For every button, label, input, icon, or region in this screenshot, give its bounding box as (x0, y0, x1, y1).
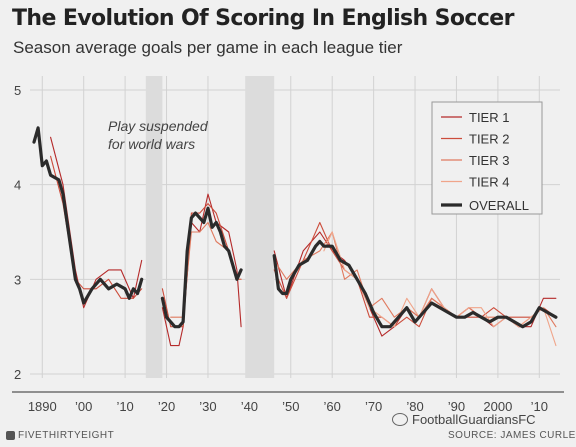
x-tick-label: ’50 (282, 399, 299, 414)
x-tick-label: ’20 (158, 399, 175, 414)
brand-name: FIVETHIRTYEIGHT (18, 430, 115, 441)
legend-label: TIER 1 (469, 110, 509, 125)
x-tick-label: ’10 (116, 399, 133, 414)
legend-label: TIER 3 (469, 153, 509, 168)
x-tick-label: ’30 (199, 399, 216, 414)
chart-subtitle: Season average goals per game in each le… (13, 38, 403, 57)
series-line-tier-1 (161, 193, 242, 347)
chart-title: The Evolution Of Scoring In English Socc… (12, 6, 514, 31)
series-line-tier-4 (323, 231, 557, 347)
y-tick-label: 4 (14, 178, 21, 193)
brand-footer: FIVETHIRTYEIGHT (6, 430, 114, 441)
annotation-line-1: Play suspended (108, 118, 209, 134)
series-lines (32, 126, 558, 347)
x-tick-label: ’70 (365, 399, 382, 414)
axes: 2 3 4 5 1890 ’00 ’10 ’20 ’30 ’40 ’50 ’60 ’70 ’80 ’90 20… (12, 83, 564, 414)
x-tick-label: 1890 (28, 399, 57, 414)
watermark-text: FootballGuardiansFC (412, 412, 536, 427)
war-period-shade (145, 76, 163, 378)
legend-label: OVERALL (469, 198, 529, 213)
watermark: FootballGuardiansFC (392, 412, 536, 427)
x-tick-label: ’10 (531, 399, 548, 414)
y-tick-label: 3 (14, 272, 21, 287)
y-tick-label: 2 (14, 367, 21, 382)
series-line-overall (32, 126, 144, 305)
x-tick-label: ’80 (406, 399, 423, 414)
x-tick-label: 2000 (483, 399, 512, 414)
legend-label: TIER 2 (469, 132, 509, 147)
series-line-overall (272, 239, 558, 329)
x-tick-label: ’00 (75, 399, 92, 414)
series-line-tier-2 (50, 155, 143, 299)
series-line-overall (160, 206, 243, 329)
annotation-line-2: for world wars (108, 136, 195, 152)
war-shading (145, 76, 275, 378)
x-tick-label: ’90 (448, 399, 465, 414)
y-tick-label: 5 (14, 83, 21, 98)
war-period-shade (245, 76, 275, 378)
annotation: Play suspended for world wars (108, 118, 209, 152)
fivethirtyeight-logo-icon (6, 431, 15, 440)
x-tick-label: ’40 (241, 399, 258, 414)
source-label: SOURCE: JAMES CURLEY (448, 430, 576, 441)
wechat-icon (392, 413, 408, 426)
series-line-tier-3 (170, 221, 242, 318)
legend: TIER 1 TIER 2 TIER 3 TIER 4 OVERALL (431, 101, 543, 215)
legend-label: TIER 4 (469, 175, 509, 190)
x-tick-label: ’60 (324, 399, 341, 414)
legend-box (431, 101, 543, 215)
